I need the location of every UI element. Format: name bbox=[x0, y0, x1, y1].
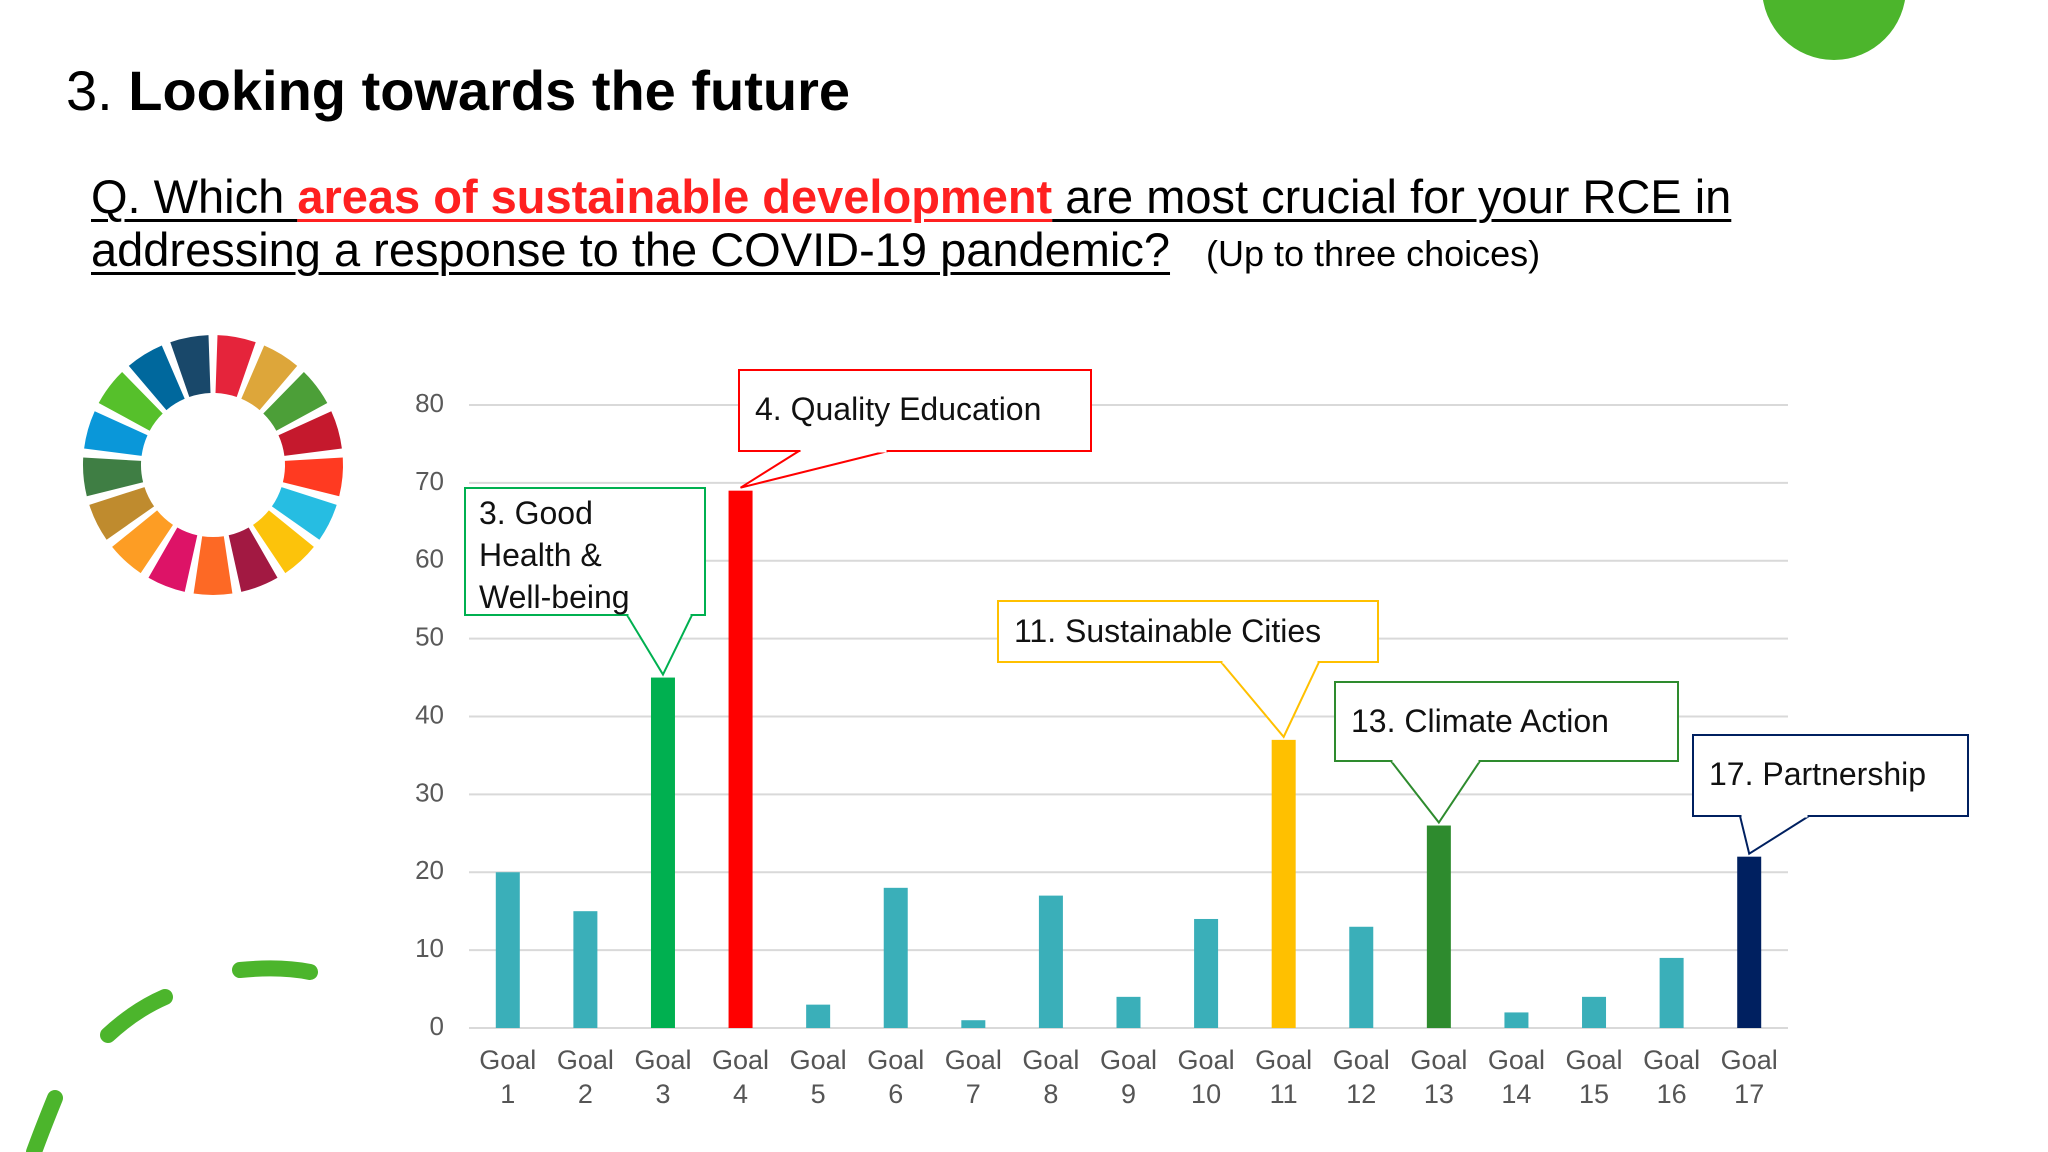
wheel-segment bbox=[89, 487, 155, 540]
y-tick-label: 20 bbox=[415, 855, 444, 885]
y-tick-label: 10 bbox=[415, 933, 444, 963]
callout-text: 17. Partnership bbox=[1709, 756, 1927, 792]
y-tick-label: 0 bbox=[430, 1011, 444, 1041]
wheel-segment bbox=[241, 345, 298, 411]
wheel-segment bbox=[82, 457, 144, 497]
question-note: (Up to three choices) bbox=[1206, 233, 1541, 274]
callout-pointer bbox=[1738, 815, 1813, 856]
callout-box bbox=[1692, 734, 1969, 817]
bar bbox=[1582, 996, 1607, 1028]
question-highlight: areas of sustainable development bbox=[297, 170, 1053, 223]
x-tick-label: Goal 14 bbox=[1487, 1045, 1545, 1109]
bar bbox=[1426, 825, 1451, 1028]
callout-pointer bbox=[1218, 661, 1321, 739]
x-tick-label: Goal 7 bbox=[944, 1045, 1002, 1109]
wheel-segment bbox=[112, 510, 173, 574]
wheel-segment bbox=[271, 487, 337, 540]
bar bbox=[728, 490, 753, 1029]
x-tick-label: Goal 13 bbox=[1410, 1045, 1468, 1109]
question-suffix: are most crucial for your RCE in address… bbox=[91, 170, 1732, 276]
x-tick-label: Goal 1 bbox=[479, 1045, 537, 1109]
callout-pointer bbox=[625, 614, 694, 677]
x-tick-label: Goal 10 bbox=[1177, 1045, 1235, 1109]
callout-text: 3. Good Health & Well-being bbox=[479, 495, 630, 615]
bar bbox=[1038, 895, 1063, 1028]
wheel-segment bbox=[263, 372, 328, 431]
wheel-segment bbox=[253, 510, 314, 574]
wheel-segment bbox=[193, 536, 233, 595]
wheel-segment bbox=[170, 335, 211, 397]
y-tick-label: 70 bbox=[415, 466, 444, 496]
x-tick-label: Goal 6 bbox=[867, 1045, 925, 1109]
bar bbox=[1737, 856, 1762, 1028]
bar bbox=[961, 1020, 986, 1028]
wheel-segment bbox=[215, 335, 256, 397]
callout-text: 4. Quality Education bbox=[755, 391, 1042, 427]
callout-text: 13. Climate Action bbox=[1351, 703, 1609, 739]
question-prefix: Q. Which bbox=[91, 170, 298, 223]
bar bbox=[495, 872, 520, 1028]
bar bbox=[573, 911, 598, 1028]
sdg-wheel bbox=[82, 335, 344, 595]
y-tick-label: 50 bbox=[415, 622, 444, 652]
y-tick-label: 40 bbox=[415, 699, 444, 729]
x-tick-label: Goal 5 bbox=[789, 1045, 847, 1109]
x-tick-label: Goal 4 bbox=[712, 1045, 770, 1109]
x-tick-label: Goal 3 bbox=[634, 1045, 692, 1109]
y-tick-label: 30 bbox=[415, 777, 444, 807]
wheel-segment bbox=[228, 527, 278, 592]
x-tick-label: Goal 11 bbox=[1255, 1045, 1313, 1109]
x-tick-label: Goal 15 bbox=[1565, 1045, 1623, 1109]
callout-text: 11. Sustainable Cities bbox=[1014, 613, 1322, 649]
bar bbox=[1194, 918, 1219, 1028]
x-tick-label: Goal 12 bbox=[1332, 1045, 1390, 1109]
y-tick-label: 60 bbox=[415, 544, 444, 574]
callout-box bbox=[738, 369, 1092, 452]
bar bbox=[883, 887, 908, 1028]
x-tick-label: Goal 8 bbox=[1022, 1045, 1080, 1109]
title-number: 3. bbox=[66, 59, 113, 122]
title-text: Looking towards the future bbox=[128, 59, 851, 122]
callout-box bbox=[464, 487, 706, 616]
wheel-segment bbox=[282, 457, 344, 497]
y-tick-label: 80 bbox=[415, 388, 444, 418]
wheel-segment bbox=[148, 527, 198, 592]
bar bbox=[650, 677, 675, 1028]
bar bbox=[1659, 957, 1684, 1028]
bar bbox=[806, 1004, 831, 1028]
wheel-segment bbox=[278, 411, 342, 456]
bar bbox=[1271, 739, 1296, 1028]
decor-dashes bbox=[26, 960, 318, 1152]
callout-pointer bbox=[1388, 760, 1482, 825]
callout-box bbox=[1334, 681, 1679, 762]
wheel-segment bbox=[84, 411, 148, 456]
wheel-segment bbox=[98, 372, 163, 431]
callout-box bbox=[997, 600, 1379, 663]
bar bbox=[1504, 1012, 1529, 1028]
title: 3. Looking towards the future bbox=[66, 58, 850, 123]
x-tick-label: Goal 9 bbox=[1099, 1045, 1158, 1109]
decor-circle bbox=[1763, 0, 1905, 60]
x-tick-label: Goal 2 bbox=[556, 1045, 614, 1109]
wheel-segment bbox=[128, 345, 185, 411]
question: Q. Which areas of sustainable developmen… bbox=[91, 170, 1891, 280]
x-tick-label: Goal 17 bbox=[1720, 1045, 1778, 1109]
bar bbox=[1116, 996, 1141, 1028]
x-tick-label: Goal 16 bbox=[1643, 1045, 1701, 1109]
bar bbox=[1349, 926, 1374, 1028]
